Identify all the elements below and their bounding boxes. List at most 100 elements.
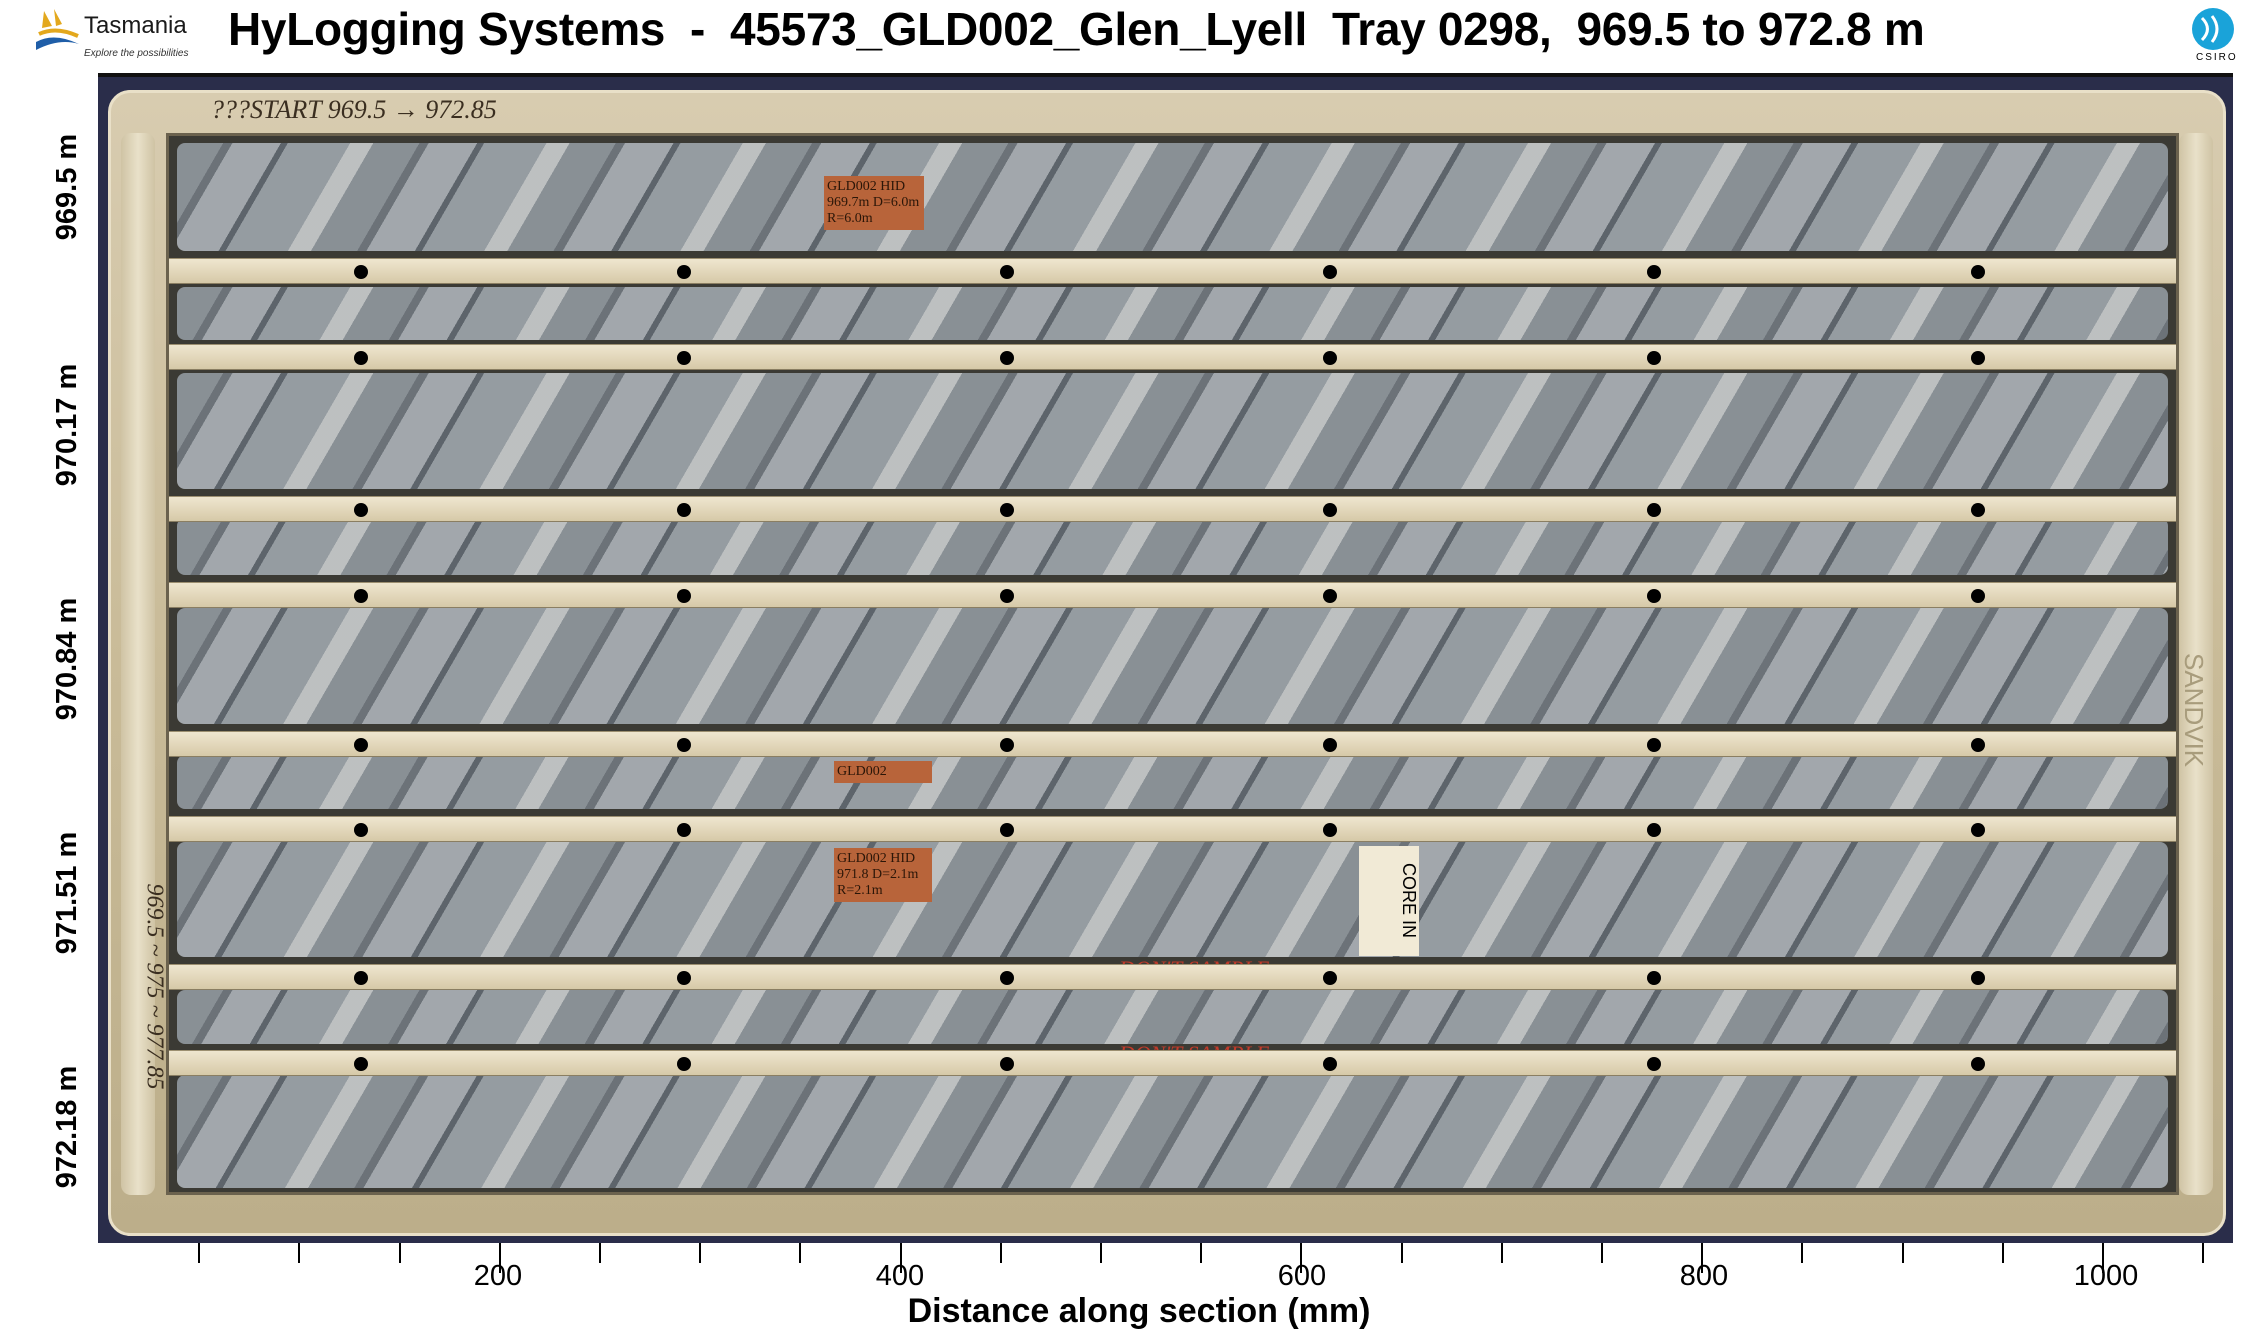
divider-dot <box>1000 351 1014 365</box>
csiro-logo: CSIRO <box>2188 6 2238 66</box>
core-row <box>177 373 2168 489</box>
divider-dot <box>1971 971 1985 985</box>
tray-left-rail <box>121 133 155 1195</box>
core-row <box>177 1075 2168 1188</box>
divider-dot <box>677 589 691 603</box>
divider-dot <box>1647 1057 1661 1071</box>
x-tick <box>599 1243 601 1263</box>
x-tick <box>398 1243 401 1263</box>
divider-dot <box>1971 1057 1985 1071</box>
sample-tag: GLD002 HID 971.8 D=2.1m R=2.1m <box>834 848 932 902</box>
divider-dot <box>1000 589 1014 603</box>
divider-dot <box>1323 823 1337 837</box>
core-row <box>177 608 2168 724</box>
depth-label: 972.18 m <box>51 1065 83 1189</box>
core-rows: GLD002 HID 969.7m D=6.0m R=6.0m GLD002 G… <box>166 133 2179 1195</box>
core-tray-image: ???START 969.5 → 972.85 969.5 ~ 975 ~ 97… <box>98 73 2233 1243</box>
tray-divider <box>169 816 2176 842</box>
depth-label: 970.84 m <box>51 597 83 721</box>
start-annotation: ???START 969.5 → 972.85 <box>211 95 497 124</box>
divider-dot <box>354 823 368 837</box>
x-tick-label: 200 <box>473 1260 523 1292</box>
x-tick <box>298 1243 301 1263</box>
divider-dot <box>1971 823 1985 837</box>
x-tick <box>1200 1243 1203 1263</box>
tray-brand: SANDVIK <box>2179 653 2209 768</box>
divider-dot <box>1647 265 1661 279</box>
x-tick <box>198 1243 201 1263</box>
sample-tag: GLD002 HID 969.7m D=6.0m R=6.0m <box>824 176 924 230</box>
x-tick <box>1100 1243 1102 1263</box>
x-tick <box>2001 1243 2004 1263</box>
divider-dot <box>1323 265 1337 279</box>
x-axis-label: Distance along section (mm) <box>907 1292 1371 1330</box>
tray-divider <box>169 496 2176 522</box>
core-row <box>177 287 2168 340</box>
x-tick <box>1400 1243 1403 1263</box>
csiro-wordmark: CSIRO <box>2196 52 2238 63</box>
x-tick <box>498 1243 501 1273</box>
core-in-block: CORE IN <box>1359 846 1419 956</box>
x-tick <box>1300 1243 1303 1273</box>
divider-dot <box>1323 1057 1337 1071</box>
x-tick-label: 400 <box>875 1260 925 1292</box>
divider-dot <box>677 351 691 365</box>
core-row <box>177 143 2168 251</box>
depth-label: 970.17 m <box>51 363 83 487</box>
divider-dot <box>1647 738 1661 752</box>
divider-dot <box>354 971 368 985</box>
core-tray: ???START 969.5 → 972.85 969.5 ~ 975 ~ 97… <box>108 90 2226 1236</box>
divider-dot <box>1647 589 1661 603</box>
divider-dot <box>354 351 368 365</box>
depth-label: 969.5 m <box>51 133 83 241</box>
side-annotation: 969.5 ~ 975 ~ 977.85 <box>141 883 168 1090</box>
x-tick <box>699 1243 702 1263</box>
x-tick <box>1701 1243 1704 1273</box>
divider-dot <box>1647 351 1661 365</box>
x-tick <box>899 1243 902 1273</box>
x-tick <box>1500 1243 1503 1263</box>
divider-dot <box>1000 265 1014 279</box>
divider-dot <box>354 503 368 517</box>
x-tick <box>1801 1243 1804 1263</box>
divider-dot <box>354 1057 368 1071</box>
tasmania-tagline: Explore the possibilities <box>84 48 189 59</box>
divider-dot <box>1000 503 1014 517</box>
divider-dot <box>1000 823 1014 837</box>
divider-dot <box>1000 1057 1014 1071</box>
x-tick <box>1601 1243 1603 1263</box>
page-title: HyLogging Systems - 45573_GLD002_Glen_Ly… <box>228 3 1925 55</box>
x-tick <box>1901 1243 1904 1263</box>
divider-dot <box>354 589 368 603</box>
core-row <box>177 842 2168 957</box>
divider-dot <box>1647 971 1661 985</box>
tasmania-logo: Tasmania Explore the possibilities <box>34 6 199 66</box>
divider-dot <box>677 971 691 985</box>
x-tick <box>999 1243 1002 1263</box>
x-tick <box>2202 1243 2205 1263</box>
divider-dot <box>1971 265 1985 279</box>
divider-dot <box>1971 351 1985 365</box>
divider-dot <box>1323 738 1337 752</box>
divider-dot <box>1647 823 1661 837</box>
divider-dot <box>677 823 691 837</box>
divider-dot <box>1647 503 1661 517</box>
x-tick-label: 800 <box>1679 1260 1729 1292</box>
divider-dot <box>1971 503 1985 517</box>
divider-dot <box>1323 589 1337 603</box>
tasmania-wordmark: Tasmania <box>84 12 187 39</box>
tray-divider <box>169 258 2176 284</box>
divider-dot <box>354 738 368 752</box>
divider-dot <box>1323 351 1337 365</box>
tasmania-emblem-icon <box>36 9 79 50</box>
depth-label: 971.51 m <box>51 831 83 955</box>
divider-dot <box>1971 589 1985 603</box>
x-tick <box>2102 1243 2104 1273</box>
core-row <box>177 755 2168 809</box>
sample-tag: GLD002 <box>834 761 932 783</box>
x-tick-label: 600 <box>1277 1260 1327 1292</box>
divider-dot <box>677 503 691 517</box>
divider-dot <box>354 265 368 279</box>
tray-divider <box>169 964 2176 990</box>
core-row <box>177 990 2168 1044</box>
